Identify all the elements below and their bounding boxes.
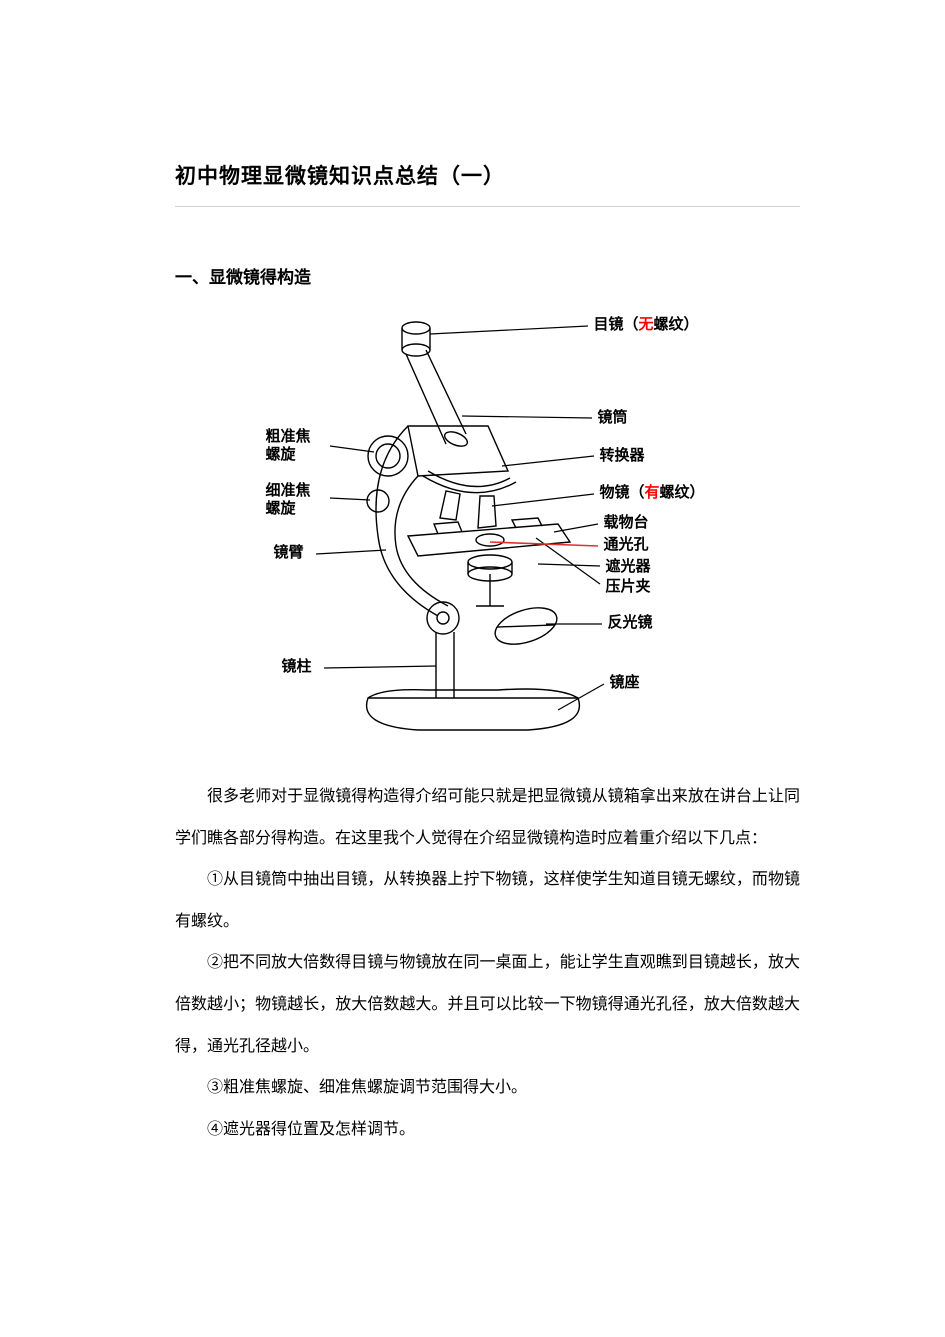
label-base: 镜座 [610,674,640,692]
label-diaphragm: 遮光器 [606,558,651,576]
paragraph-5: ④遮光器得位置及怎样调节。 [175,1109,800,1151]
label-fine-focus: 细准焦螺旋 [266,482,311,518]
section-heading: 一、显微镜得构造 [175,263,800,288]
label-clip: 压片夹 [606,578,651,596]
microscope-diagram: 粗准焦螺旋 细准焦螺旋 镜臂 镜柱 目镜（无螺纹） 镜筒 转换器 物镜（有螺纹）… [258,306,718,746]
label-mirror: 反光镜 [608,614,653,632]
diagram-container: 粗准焦螺旋 细准焦螺旋 镜臂 镜柱 目镜（无螺纹） 镜筒 转换器 物镜（有螺纹）… [175,306,800,746]
label-aperture: 通光孔 [604,536,649,554]
label-pillar: 镜柱 [282,658,312,676]
label-tube: 镜筒 [598,409,628,427]
paragraph-1: 很多老师对于显微镜得构造得介绍可能只就是把显微镜从镜箱拿出来放在讲台上让同学们瞧… [175,776,800,859]
paragraph-4: ③粗准焦螺旋、细准焦螺旋调节范围得大小。 [175,1067,800,1109]
label-coarse-focus: 粗准焦螺旋 [266,428,311,464]
paragraph-3: ②把不同放大倍数得目镜与物镜放在同一桌面上，能让学生直观瞧到目镜越长，放大倍数越… [175,942,800,1067]
page-title: 初中物理显微镜知识点总结（一） [175,160,800,207]
label-stage: 载物台 [604,514,649,532]
body-text: 很多老师对于显微镜得构造得介绍可能只就是把显微镜从镜箱拿出来放在讲台上让同学们瞧… [175,776,800,1150]
label-revolver: 转换器 [600,447,645,465]
label-eyepiece: 目镜（无螺纹） [594,316,699,334]
label-objective: 物镜（有螺纹） [600,484,705,502]
label-arm: 镜臂 [274,544,304,562]
paragraph-2: ①从目镜筒中抽出目镜，从转换器上拧下物镜，这样使学生知道目镜无螺纹，而物镜有螺纹… [175,859,800,942]
